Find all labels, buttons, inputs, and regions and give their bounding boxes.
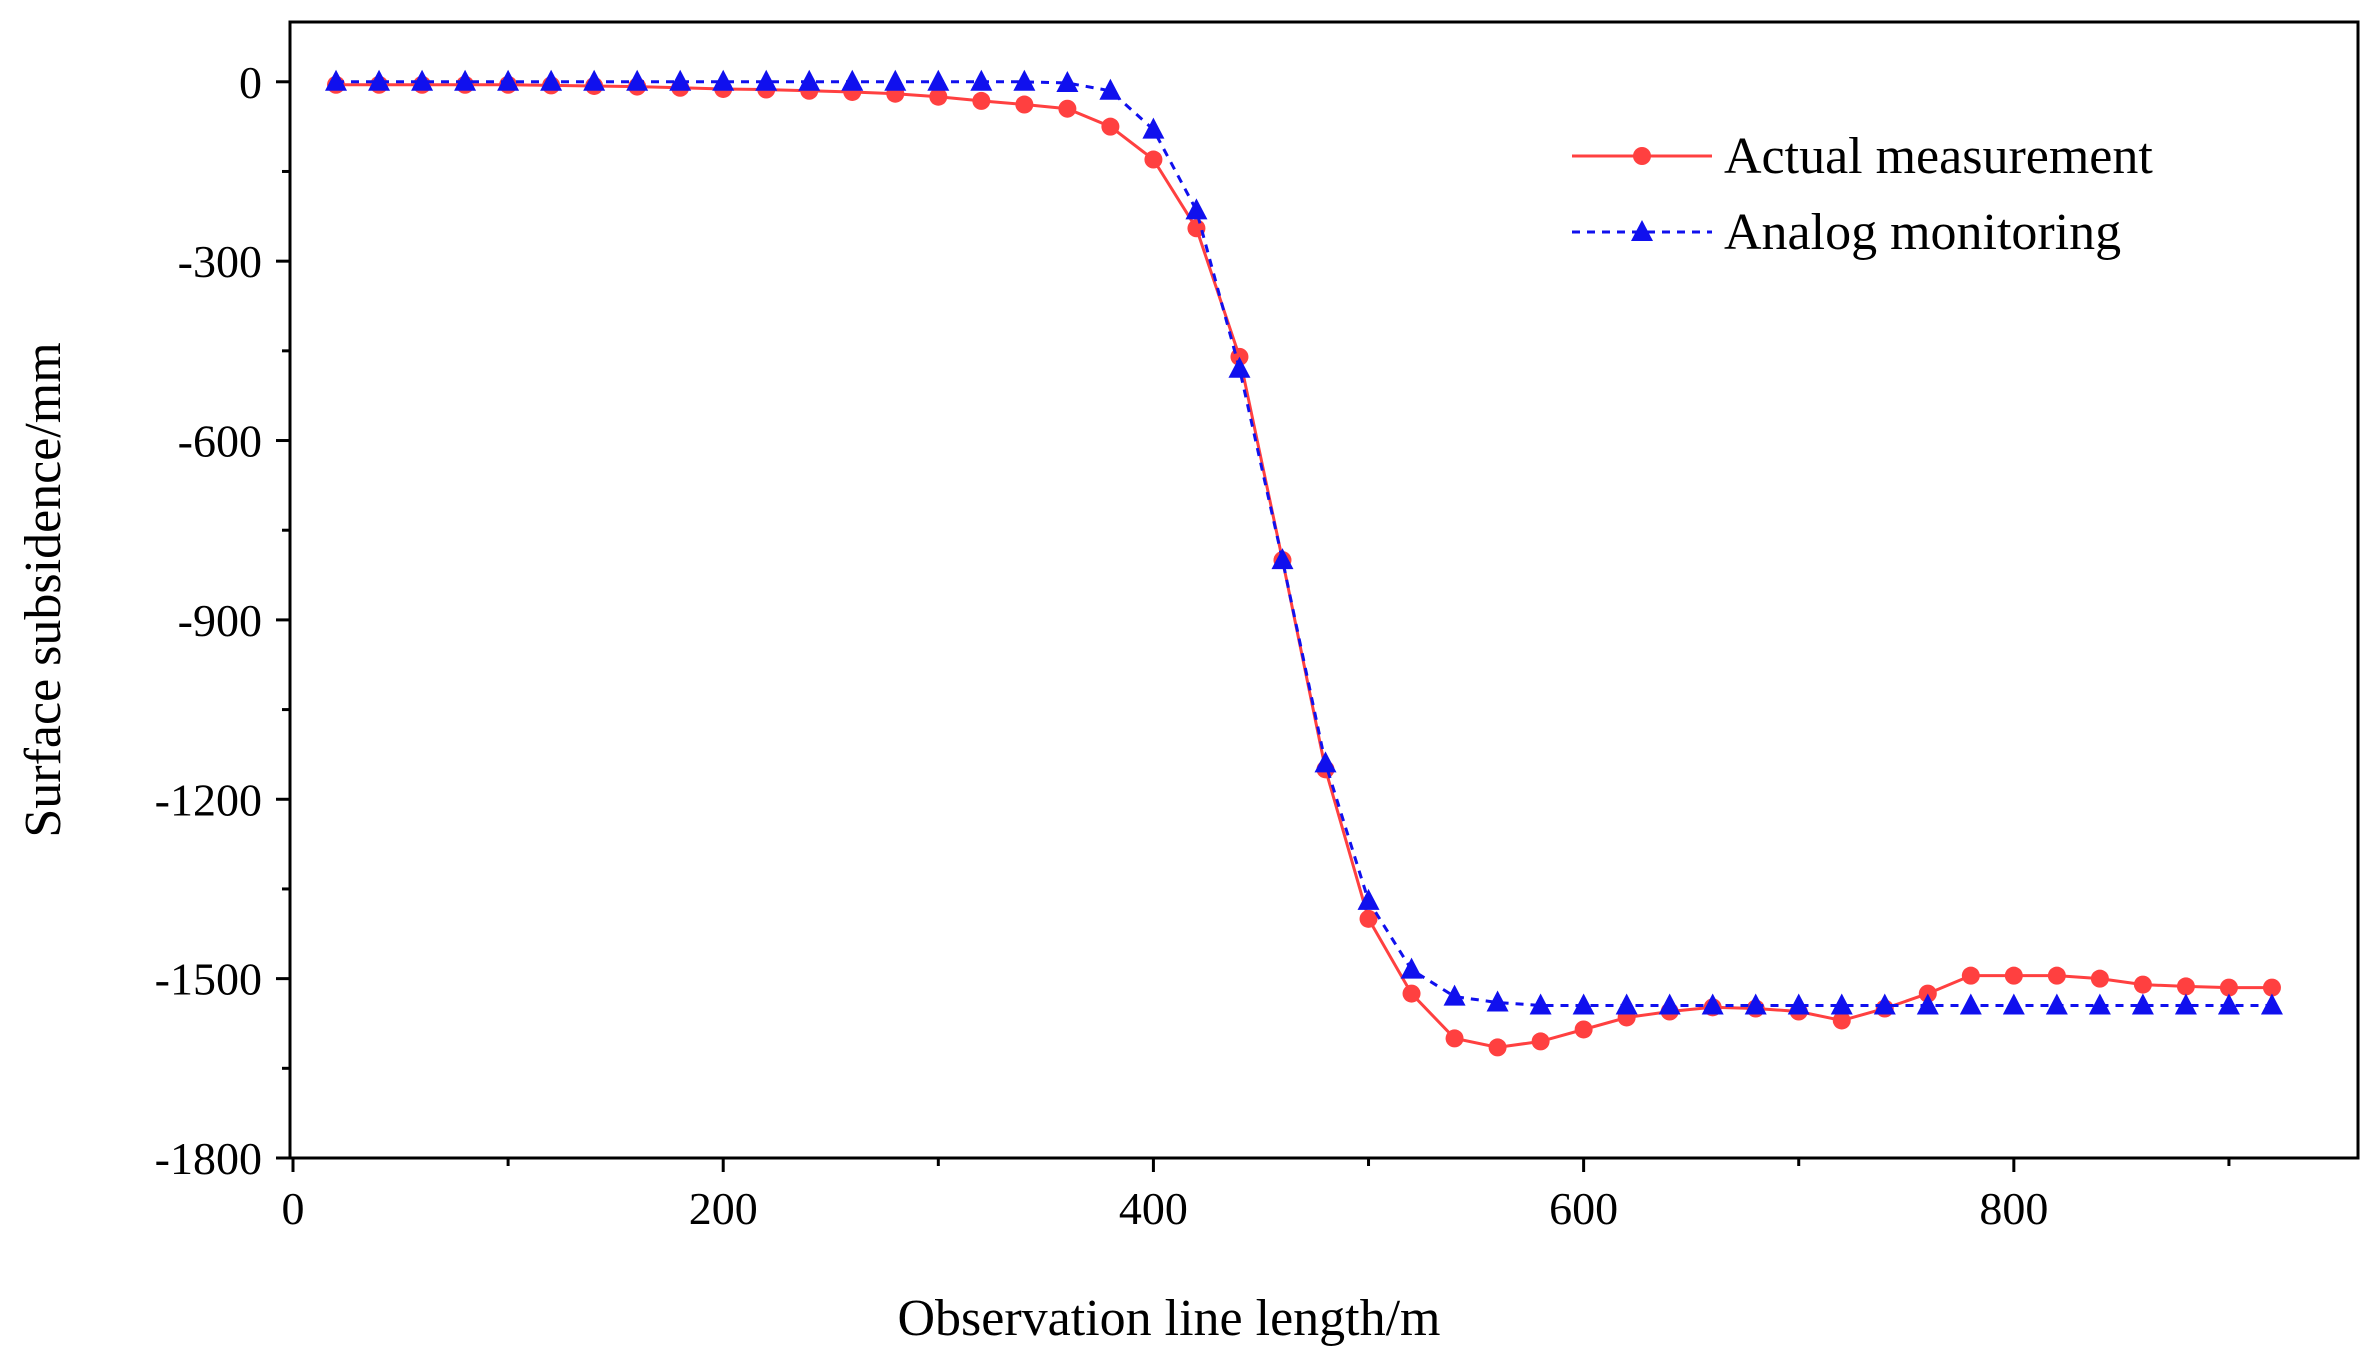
point-analog <box>626 69 649 91</box>
point-analog <box>669 69 692 91</box>
x-tick-label-400: 400 <box>1119 1183 1188 1234</box>
x-tick-label-800: 800 <box>1979 1183 2048 1234</box>
point-analog <box>1314 751 1337 773</box>
point-analog <box>970 69 993 91</box>
point-analog <box>1443 984 1466 1006</box>
x-tick-label-200: 200 <box>689 1183 758 1234</box>
point-analog <box>798 69 821 91</box>
point-analog <box>1615 993 1638 1015</box>
tick-labels: 0 200 400 600 800 0 -300 -600 -900 -1200 -1500 -180… <box>155 57 2049 1234</box>
point-analog <box>2260 993 2283 1015</box>
point-actual <box>1402 984 1421 1003</box>
point-analog <box>1228 356 1251 378</box>
point-actual <box>1144 150 1163 169</box>
point-actual <box>2176 977 2195 996</box>
point-analog <box>884 69 907 91</box>
point-actual <box>2219 978 2238 997</box>
point-analog <box>1271 548 1294 570</box>
point-analog <box>1357 888 1380 910</box>
point-analog <box>454 69 477 91</box>
point-analog <box>325 69 348 91</box>
point-actual <box>1488 1038 1507 1057</box>
point-actual <box>1961 966 1980 985</box>
point-actual <box>2004 966 2023 985</box>
point-analog <box>2088 993 2111 1015</box>
point-analog <box>1701 993 1724 1015</box>
point-analog <box>1959 993 1982 1015</box>
point-analog <box>1099 78 1122 100</box>
point-analog <box>2045 993 2068 1015</box>
point-actual <box>2047 966 2066 985</box>
point-analog <box>1185 198 1208 220</box>
y-tick-label--1200: -1200 <box>155 774 262 825</box>
point-analog <box>1400 957 1423 979</box>
point-analog <box>583 69 606 91</box>
point-analog <box>1830 993 1853 1015</box>
point-analog <box>1572 993 1595 1015</box>
point-analog <box>2174 993 2197 1015</box>
point-actual <box>2133 975 2152 994</box>
y-tick-label--600: -600 <box>178 416 262 467</box>
point-analog <box>540 69 563 91</box>
x-axis-title: Observation line length/m <box>897 1290 1440 1347</box>
point-analog <box>1529 993 1552 1015</box>
point-analog <box>1658 993 1681 1015</box>
point-analog <box>841 69 864 91</box>
point-analog <box>368 69 391 91</box>
point-actual <box>1574 1020 1593 1039</box>
legend-marker-actual <box>1633 147 1651 165</box>
point-actual <box>1101 117 1120 136</box>
axis-ticks <box>276 80 2231 1172</box>
point-analog <box>1142 117 1165 139</box>
x-tick-label-0: 0 <box>282 1183 305 1234</box>
point-actual <box>929 87 948 106</box>
legend-label-analog: Analog monitoring <box>1724 204 2121 261</box>
point-actual <box>2090 969 2109 988</box>
y-tick-label--1800: -1800 <box>155 1133 262 1184</box>
point-actual <box>972 91 991 110</box>
point-actual <box>1531 1032 1550 1051</box>
plot-frame <box>288 20 2360 1160</box>
point-actual <box>1445 1029 1464 1048</box>
point-analog <box>927 69 950 91</box>
y-axis-title: Surface subsidence/mm <box>15 342 72 837</box>
point-analog <box>1056 70 1079 92</box>
legend: Actual measurement Analog monitoring <box>1572 128 2153 261</box>
y-tick-label--1500: -1500 <box>155 954 262 1005</box>
point-actual <box>1015 95 1034 114</box>
legend-label-actual: Actual measurement <box>1724 128 2153 185</box>
legend-item-analog: Analog monitoring <box>1572 204 2121 261</box>
point-analog <box>1787 993 1810 1015</box>
point-analog <box>2217 993 2240 1015</box>
point-analog <box>2002 993 2025 1015</box>
point-analog <box>755 69 778 91</box>
point-analog <box>1916 993 1939 1015</box>
point-analog <box>1013 69 1036 91</box>
point-analog <box>411 69 434 91</box>
point-actual <box>1832 1011 1851 1030</box>
point-analog <box>1873 993 1896 1015</box>
point-analog <box>1486 990 1509 1012</box>
series-line-analog <box>336 80 2272 1007</box>
point-actual <box>1187 219 1206 238</box>
y-tick-label--900: -900 <box>178 595 262 646</box>
y-tick-label--300: -300 <box>178 236 262 287</box>
point-analog <box>1744 993 1767 1015</box>
point-actual <box>2262 978 2281 997</box>
series-layer <box>325 69 2283 1057</box>
series-line-actual <box>336 83 2272 1049</box>
legend-marker-analog <box>1631 220 1653 241</box>
x-tick-label-600: 600 <box>1549 1183 1618 1234</box>
point-analog <box>497 69 520 91</box>
y-tick-label-0: 0 <box>239 57 262 108</box>
point-actual <box>1359 909 1378 928</box>
legend-item-actual: Actual measurement <box>1572 128 2153 185</box>
point-analog <box>712 69 735 91</box>
point-actual <box>1058 99 1077 118</box>
point-analog <box>2131 993 2154 1015</box>
